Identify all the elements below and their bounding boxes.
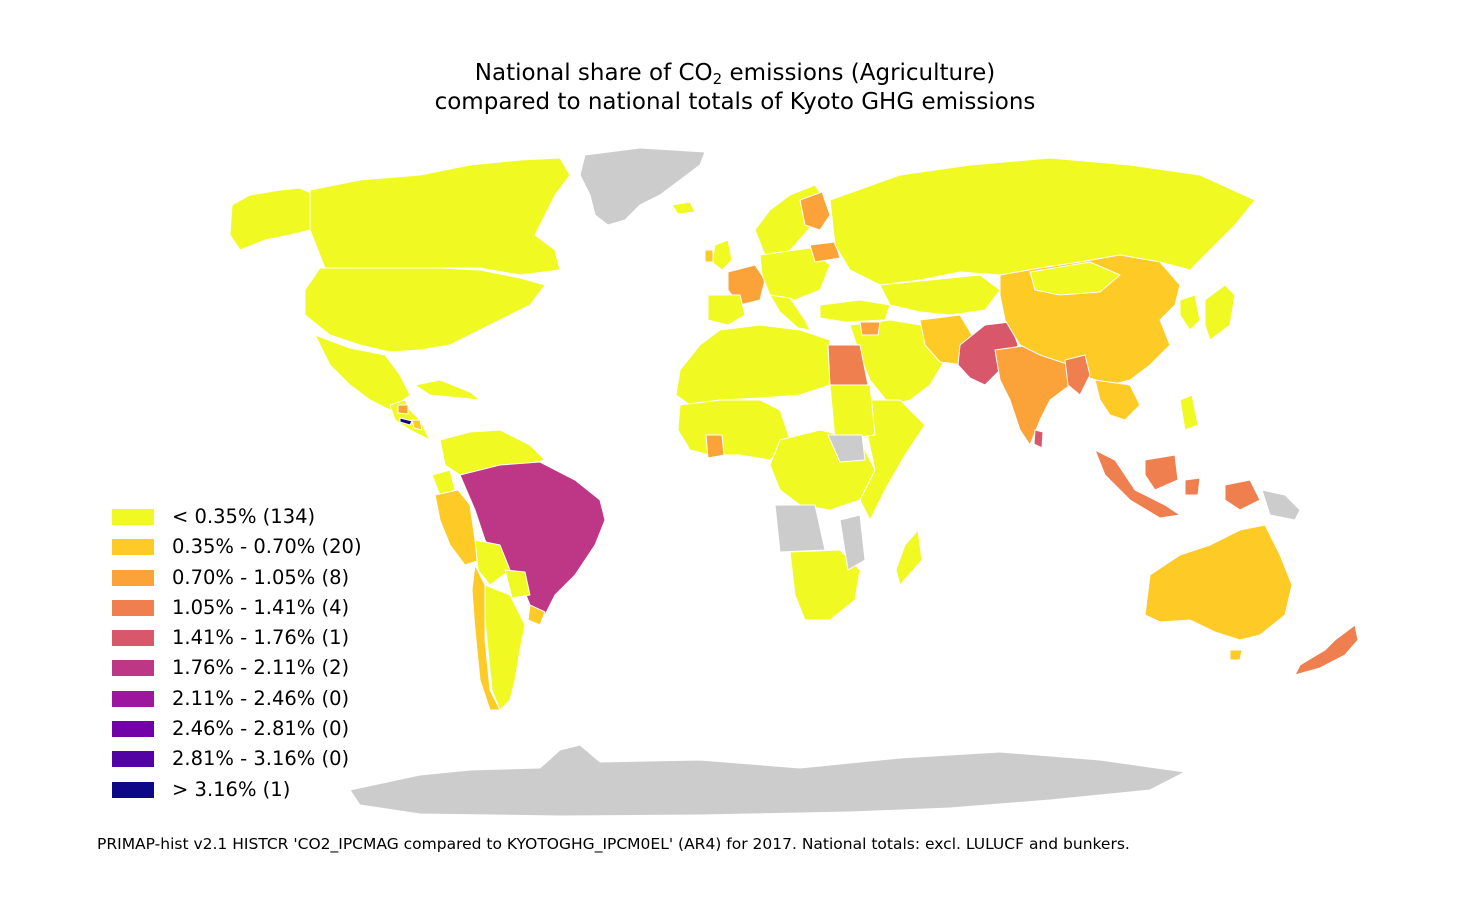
alaska xyxy=(229,187,316,251)
iberia xyxy=(707,294,746,326)
legend-swatch xyxy=(112,721,154,738)
legend-label: 1.76% - 2.11% (2) xyxy=(172,656,350,680)
north-africa xyxy=(675,324,831,406)
legend-label: 2.81% - 3.16% (0) xyxy=(172,747,350,771)
costa-rica xyxy=(411,419,423,431)
italy-balkans xyxy=(769,294,811,331)
legend-swatch xyxy=(112,509,154,525)
angola-congo xyxy=(774,504,826,553)
legend-swatch xyxy=(112,630,154,647)
title-subscript: 2 xyxy=(712,70,723,88)
finland xyxy=(799,191,831,231)
australia xyxy=(1144,524,1293,641)
canada xyxy=(309,157,571,276)
legend-swatch xyxy=(112,781,154,798)
legend-label: < 0.35% (134) xyxy=(172,505,316,528)
east-africa xyxy=(859,399,926,521)
honduras xyxy=(397,404,409,415)
greenland xyxy=(579,147,706,226)
legend-swatch xyxy=(112,690,154,707)
legend-swatch xyxy=(112,660,154,677)
tasmania xyxy=(1229,649,1243,661)
uk xyxy=(711,239,733,271)
usa xyxy=(304,267,546,353)
bolivia xyxy=(474,539,511,586)
madagascar xyxy=(895,529,923,586)
ecuador xyxy=(431,469,456,496)
title-prefix: National share of CO xyxy=(474,60,713,86)
argentina xyxy=(484,584,526,711)
kazakhstan xyxy=(879,274,1001,316)
title-suffix: emissions (Agriculture) xyxy=(722,60,996,86)
south-sudan xyxy=(827,434,866,463)
philippines xyxy=(1179,394,1199,431)
sudan xyxy=(829,384,876,441)
new-zealand xyxy=(1294,624,1359,676)
legend-label: 0.35% - 0.70% (20) xyxy=(172,535,362,559)
legend-swatch xyxy=(112,751,154,768)
legend-label: 1.05% - 1.41% (4) xyxy=(172,595,350,619)
legend-swatch xyxy=(112,599,154,616)
legend-label: 2.11% - 2.46% (0) xyxy=(172,686,350,710)
ivory-coast xyxy=(705,434,725,459)
legend-label: > 3.16% (1) xyxy=(172,777,291,801)
legend-swatch xyxy=(112,569,154,586)
southeast-asia xyxy=(1094,379,1141,421)
paraguay xyxy=(504,569,531,599)
nicaragua-marker xyxy=(399,417,413,426)
bangladesh-myanmar xyxy=(1064,354,1091,396)
turkey xyxy=(819,299,891,323)
chart-title-line1: National share of CO2 emissions (Agricul… xyxy=(0,59,1470,88)
west-africa xyxy=(677,399,791,461)
belarus xyxy=(809,241,841,263)
caribbean xyxy=(414,379,481,401)
uruguay xyxy=(527,604,546,626)
mongolia xyxy=(1029,261,1121,296)
syria xyxy=(859,321,881,336)
papua xyxy=(1261,489,1301,521)
chart-title-line2: compared to national totals of Kyoto GHG… xyxy=(434,89,1036,115)
southern-africa xyxy=(789,549,861,621)
iceland xyxy=(671,201,696,215)
indonesia xyxy=(1094,449,1261,519)
source-footnote: PRIMAP-hist v2.1 HISTCR 'CO2_IPCMAG comp… xyxy=(97,835,1130,853)
chile xyxy=(471,564,501,711)
mozambique-zimbabwe xyxy=(839,514,866,571)
ireland xyxy=(704,249,714,263)
sri-lanka xyxy=(1033,429,1044,449)
legend-label: 1.41% - 1.76% (1) xyxy=(172,626,350,650)
middle-east xyxy=(849,319,946,406)
legend-swatch xyxy=(112,539,154,556)
russia xyxy=(829,157,1256,286)
legend-label: 2.46% - 2.81% (0) xyxy=(172,717,350,741)
legend-label: 0.70% - 1.05% (8) xyxy=(172,565,350,589)
antarctica xyxy=(349,744,1186,817)
korea-japan xyxy=(1179,284,1236,341)
